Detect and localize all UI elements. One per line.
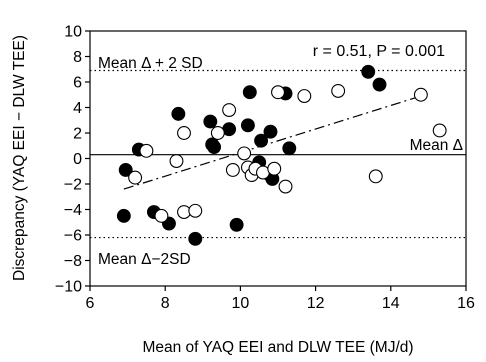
filled-data-point <box>254 133 269 148</box>
open-data-point <box>271 85 285 100</box>
open-data-point <box>188 203 203 218</box>
x-tick-label: 14 <box>382 295 400 312</box>
open-data-point <box>237 146 252 161</box>
y-tick-label: 2 <box>73 126 82 143</box>
open-data-point <box>210 126 225 140</box>
filled-data-point <box>188 231 203 246</box>
y-axis-label: Discrepancy (YAQ EEI − DLW TEE) <box>11 35 28 281</box>
filled-data-point <box>207 140 222 154</box>
filled-data-point <box>229 217 244 232</box>
filled-data-point <box>242 85 257 100</box>
open-data-point <box>177 126 191 140</box>
axes: 6 8 10 12 14 16 −10 −8 −6 −4 −2 0 2 4 6 8 10 <box>55 24 475 313</box>
y-tick-label: −6 <box>64 228 82 245</box>
lower-limit-label: Mean Δ−2SD <box>98 251 191 268</box>
filled-data-point <box>240 118 255 133</box>
y-tick-label: −8 <box>64 253 82 270</box>
x-tick-label: 16 <box>457 295 475 312</box>
x-tick-label: 6 <box>86 295 95 312</box>
open-data-point <box>331 83 346 98</box>
filled-data-point <box>282 141 297 156</box>
y-tick-label: 6 <box>73 75 82 92</box>
filled-data-point <box>118 163 133 177</box>
open-data-point <box>432 123 447 138</box>
filled-data-point <box>171 106 186 121</box>
y-tick-label: 10 <box>64 24 82 41</box>
open-data-point <box>278 179 293 194</box>
y-tick-label: 8 <box>73 49 82 66</box>
mean-label: Mean Δ <box>410 137 463 154</box>
data-points <box>116 64 447 246</box>
regression-line <box>123 95 422 190</box>
open-data-point <box>222 103 237 118</box>
open-data-point <box>368 169 383 184</box>
filled-data-point <box>361 64 376 79</box>
filled-data-point <box>116 208 131 223</box>
y-tick-label: −10 <box>55 279 82 296</box>
y-tick-label: −4 <box>64 202 82 219</box>
upper-limit-label: Mean Δ + 2 SD <box>98 55 203 72</box>
x-axis-label: Mean of YAQ EEI and DLW TEE (MJ/d) <box>142 339 413 356</box>
open-data-point <box>154 208 169 223</box>
filled-data-point <box>203 114 218 129</box>
x-tick-label: 10 <box>232 295 250 312</box>
y-tick-label: 0 <box>73 151 82 168</box>
stats-annotation: r = 0.51, P = 0.001 <box>313 43 445 60</box>
open-data-point <box>139 143 154 158</box>
filled-data-point <box>372 77 387 92</box>
y-tick-label: 4 <box>73 100 82 117</box>
open-data-point <box>413 87 428 102</box>
open-data-point <box>267 161 282 176</box>
open-data-point <box>225 163 240 177</box>
open-data-point <box>297 89 312 103</box>
reference-lines <box>90 69 466 239</box>
open-data-point <box>128 170 143 185</box>
x-tick-label: 12 <box>307 295 325 312</box>
filled-data-point <box>263 124 278 139</box>
open-data-point <box>169 154 184 169</box>
x-tick-label: 8 <box>161 295 170 312</box>
y-tick-label: −2 <box>64 177 82 194</box>
